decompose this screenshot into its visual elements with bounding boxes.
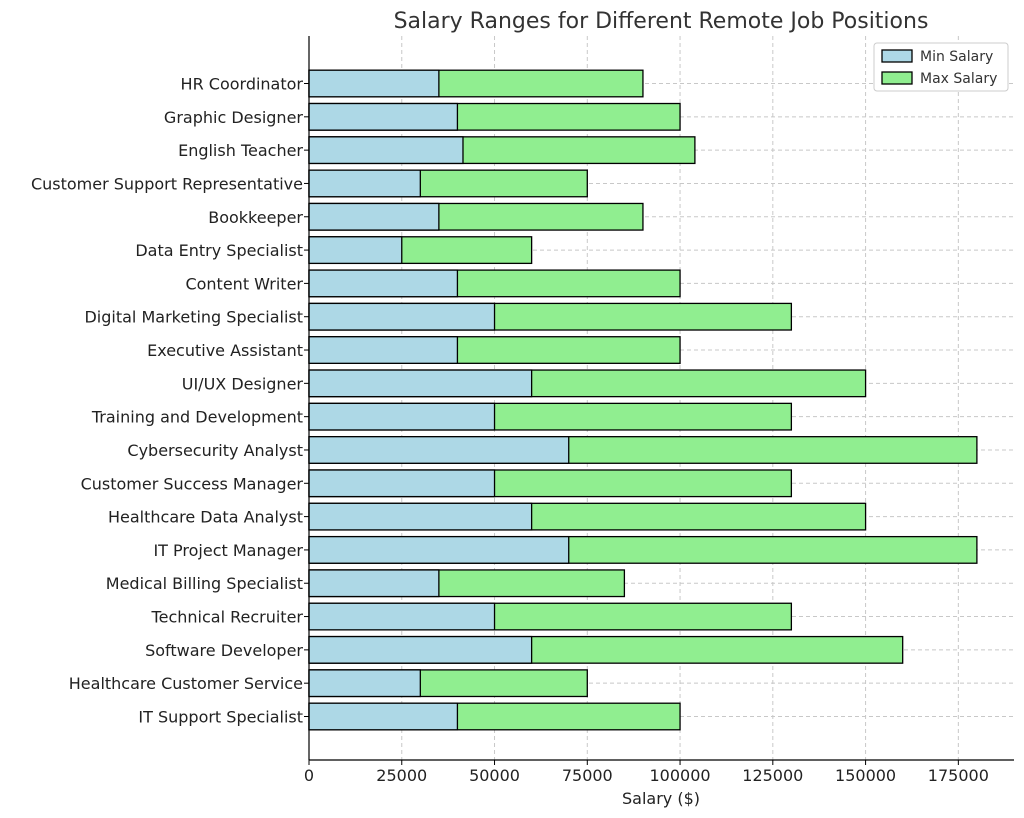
legend-label-max-salary: Max Salary	[920, 71, 997, 87]
legend-swatch-max-salary	[881, 71, 913, 85]
bar-min-salary	[308, 336, 459, 364]
x-tick-label: 125000	[742, 766, 803, 785]
x-tick-label: 50000	[469, 766, 520, 785]
y-tick-label: Medical Billing Specialist	[106, 574, 303, 593]
y-tick-label: Customer Success Manager	[81, 474, 304, 493]
bar-min-salary	[308, 569, 440, 598]
bar-min-salary	[308, 136, 464, 165]
y-tick-label: Data Entry Specialist	[135, 241, 303, 260]
bar-min-salary	[308, 602, 496, 631]
bar-min-salary	[308, 502, 533, 531]
y-tick-label: Healthcare Data Analyst	[108, 508, 303, 527]
bar-min-salary	[308, 236, 403, 265]
y-tick-label: IT Project Manager	[153, 541, 303, 560]
y-tick-label: Digital Marketing Specialist	[84, 308, 303, 327]
y-tick-label: Graphic Designer	[164, 108, 303, 127]
x-tick-label: 100000	[650, 766, 711, 785]
y-tick-label: Healthcare Customer Service	[69, 674, 303, 693]
bar-min-salary	[308, 535, 570, 564]
y-tick-label: Bookkeeper	[208, 208, 303, 227]
x-tick-label: 25000	[376, 766, 427, 785]
y-tick-label: Executive Assistant	[147, 341, 303, 360]
y-tick-labels: IT Support Specialist Healthcare Customer…	[31, 75, 303, 727]
bar-min-salary	[308, 302, 496, 331]
bar-min-salary	[308, 169, 421, 198]
y-tick-label: English Teacher	[178, 141, 303, 160]
x-tick-label: 150000	[835, 766, 896, 785]
y-tick-label: UI/UX Designer	[182, 374, 304, 393]
bar-min-salary	[308, 102, 459, 131]
x-tick-labels: 0 25000 50000 75000 100000 125000 150000 175000	[304, 766, 989, 785]
legend-swatch-min-salary	[881, 49, 913, 63]
bar-min-salary	[308, 436, 570, 464]
y-tick-label: Software Developer	[145, 641, 303, 660]
y-tick-label: Customer Support Representative	[31, 174, 303, 193]
x-axis-label: Salary ($)	[622, 789, 700, 808]
bar-min-salary	[308, 669, 421, 698]
bar-min-salary	[308, 402, 496, 431]
bar-min-salary	[308, 469, 496, 498]
y-tick-label: IT Support Specialist	[138, 708, 303, 727]
x-tick-label: 75000	[562, 766, 613, 785]
legend: Min Salary Max Salary	[873, 42, 1009, 92]
bar-min-salary	[308, 69, 440, 98]
chart-title: Salary Ranges for Different Remote Job P…	[394, 9, 929, 34]
bar-min-salary	[308, 369, 533, 398]
axes	[304, 36, 1014, 765]
bar-min-salary	[308, 202, 440, 231]
y-tick-label: Training and Development	[91, 408, 303, 427]
x-tick-label: 0	[304, 766, 314, 785]
y-tick-label: Technical Recruiter	[151, 608, 304, 627]
bar-min-salary	[308, 702, 459, 731]
y-tick-label: Content Writer	[185, 274, 303, 293]
bar-min-salary	[308, 635, 533, 664]
bars	[308, 69, 978, 731]
y-tick-label: Cybersecurity Analyst	[127, 441, 303, 460]
x-tick-label: 175000	[928, 766, 989, 785]
y-tick-label: HR Coordinator	[181, 75, 304, 94]
bar-min-salary	[308, 269, 459, 298]
legend-label-min-salary: Min Salary	[920, 49, 993, 65]
